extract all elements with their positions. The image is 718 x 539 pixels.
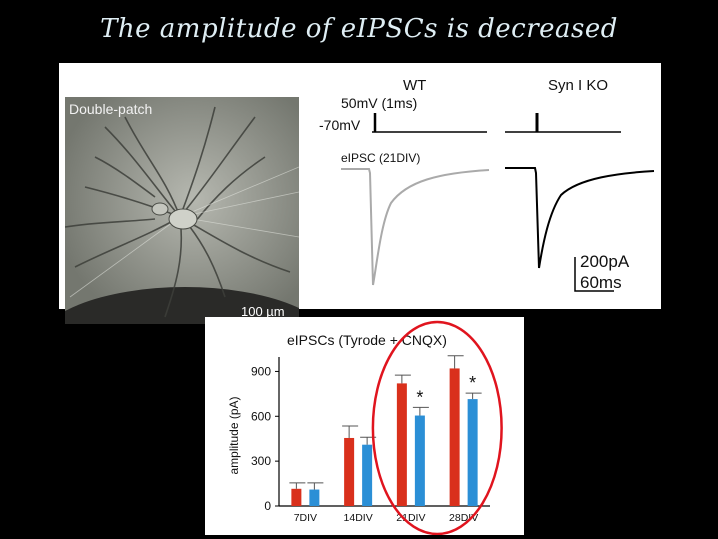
significance-marker: * <box>416 387 423 407</box>
x-tick-label: 7DIV <box>294 512 317 524</box>
chart-title: eIPSCs (Tyrode + CNQX) <box>287 332 447 348</box>
y-tick-label: 300 <box>251 454 271 468</box>
x-tick-label: 14DIV <box>344 512 373 524</box>
time-scale-label: 60ms <box>580 273 622 292</box>
bar <box>362 444 373 506</box>
bar <box>467 399 478 506</box>
micrograph-image: Double-patch 100 µm <box>65 97 299 324</box>
bar <box>414 415 425 506</box>
micrograph-label: Double-patch <box>69 101 153 117</box>
slide-title: The amplitude of eIPSCs is decreased <box>100 14 618 44</box>
highlight-ellipse <box>371 320 503 535</box>
y-tick-label: 900 <box>251 364 271 378</box>
trace-scale-bar <box>574 257 614 292</box>
bar <box>396 383 407 506</box>
eipsc-label: eIPSC (21DIV) <box>341 151 421 165</box>
current-scale-label: 200pA <box>580 252 630 271</box>
y-tick-label: 600 <box>251 409 271 423</box>
bar <box>309 489 320 506</box>
amplitude-chart: eIPSCs (Tyrode + CNQX) 0 300 600 900 amplitud… <box>205 317 524 535</box>
x-tick-label: 21DIV <box>396 512 425 524</box>
ko-eipsc-trace <box>505 167 655 269</box>
figure-panel: Double-patch 100 µm WT Syn I KO 50mV (1m… <box>59 63 661 324</box>
wt-label: WT <box>403 77 427 94</box>
significance-marker: * <box>469 373 476 393</box>
bar <box>344 437 355 506</box>
bar <box>291 488 302 506</box>
micrograph-drawing <box>65 97 299 324</box>
holding-potential-label: -70mV <box>319 117 361 133</box>
y-tick-label: 0 <box>264 499 271 513</box>
wt-eipsc-trace <box>341 168 490 286</box>
y-axis-label: amplitude (pA) <box>227 396 241 474</box>
x-tick-label: 28DIV <box>449 512 478 524</box>
stimulus-label: 50mV (1ms) <box>341 95 418 111</box>
bar <box>449 368 460 506</box>
eipsc-traces <box>341 113 655 292</box>
amplitude-bar-chart: eIPSCs (Tyrode + CNQX) 0 300 600 900 amplitud… <box>227 320 503 535</box>
ko-label: Syn I KO <box>548 77 609 94</box>
scale-bar-label: 100 µm <box>241 304 285 319</box>
